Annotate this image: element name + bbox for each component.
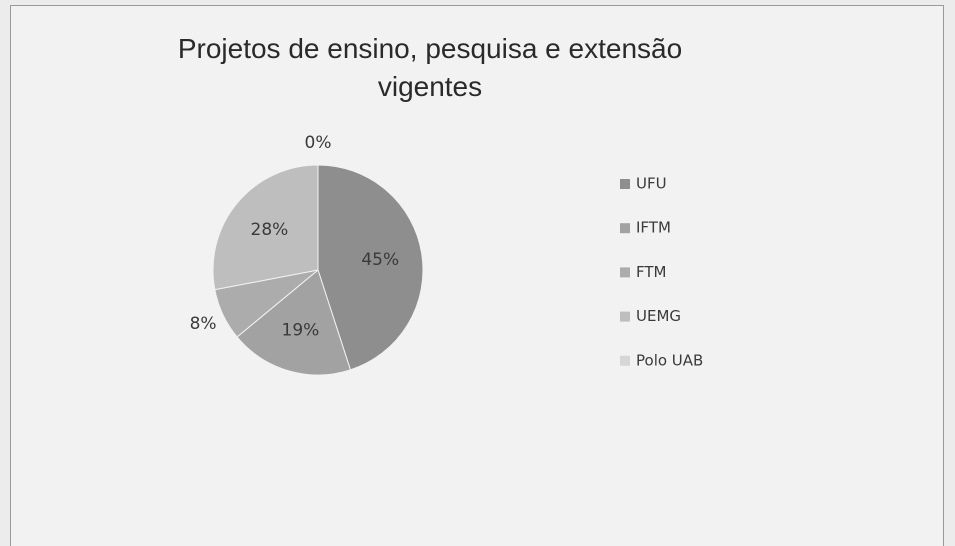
legend-swatch — [620, 267, 630, 278]
data-label: 0% — [305, 133, 332, 153]
legend-label: FTM — [636, 263, 666, 281]
pie-slice — [236, 269, 352, 376]
legend-swatch — [620, 355, 630, 366]
pie-slice — [212, 164, 319, 291]
legend-swatch — [620, 223, 630, 234]
legend-label: Polo UAB — [636, 351, 703, 369]
data-label: 45% — [361, 250, 399, 270]
data-label: 8% — [190, 314, 217, 334]
chart-frame — [10, 5, 944, 546]
legend-label: UFU — [636, 175, 667, 193]
chart-title: Projetos de ensino, pesquisa e extensão … — [177, 33, 683, 102]
legend-label: IFTM — [636, 219, 671, 237]
legend-swatch — [620, 179, 630, 189]
legend-label: UEMG — [636, 307, 681, 325]
data-label: 19% — [282, 320, 320, 340]
data-label: 28% — [251, 220, 289, 240]
legend-swatch — [620, 311, 630, 322]
pie-slice — [317, 164, 424, 371]
